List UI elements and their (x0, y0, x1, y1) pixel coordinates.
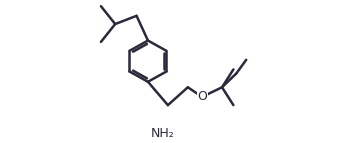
Text: NH₂: NH₂ (150, 127, 174, 140)
Text: O: O (197, 90, 207, 103)
